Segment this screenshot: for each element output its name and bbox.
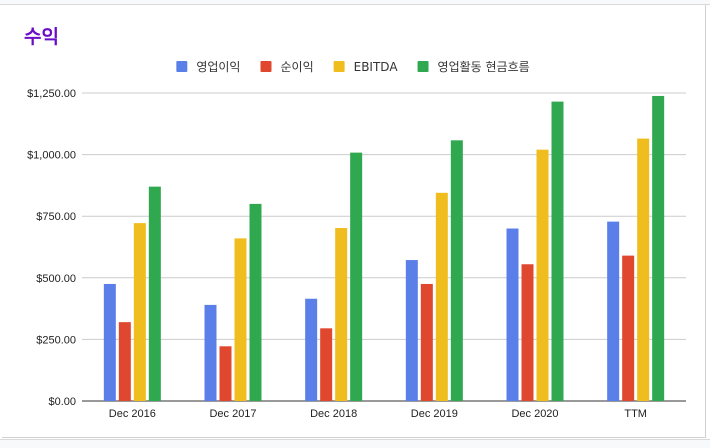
- gridlines: [82, 92, 686, 402]
- bar-2-2[interactable]: [219, 346, 232, 401]
- x-tick-label: TTM: [624, 408, 647, 420]
- bar-4-2[interactable]: [249, 203, 262, 401]
- bar-1-5[interactable]: [506, 228, 519, 401]
- legend-swatch: [260, 61, 272, 72]
- bar-1-3[interactable]: [305, 298, 318, 401]
- bars: [103, 95, 665, 402]
- bar-3-4[interactable]: [435, 192, 448, 401]
- x-tick-label: Dec 2017: [209, 408, 256, 420]
- x-tick-label: Dec 2019: [411, 408, 458, 420]
- y-tick-label: $0.00: [48, 396, 76, 408]
- bar-3-3[interactable]: [335, 228, 348, 401]
- x-tick-label: Dec 2020: [511, 408, 558, 420]
- y-tick-label: $250.00: [36, 334, 76, 346]
- y-tick-label: $1,250.00: [27, 88, 76, 100]
- bar-3-5[interactable]: [536, 149, 549, 401]
- sheet-grid-top: [0, 0, 710, 5]
- bar-3-2[interactable]: [234, 238, 247, 401]
- legend-label: 순이익: [280, 60, 313, 74]
- bar-2-6[interactable]: [622, 255, 635, 401]
- legend: 영업이익 순이익 EBITDA 영업활동 현금흐름: [176, 60, 530, 74]
- bar-1-6[interactable]: [607, 221, 620, 401]
- chart-title: 수익: [24, 26, 59, 48]
- legend-swatch: [333, 61, 345, 72]
- sheet-grid-bottom: [0, 439, 710, 448]
- bar-1-4[interactable]: [405, 260, 418, 401]
- bar-4-5[interactable]: [551, 101, 564, 402]
- bar-2-5[interactable]: [521, 264, 534, 401]
- bar-4-3[interactable]: [350, 152, 363, 401]
- legend-label: 영업활동 현금흐름: [438, 60, 530, 74]
- bar-4-1[interactable]: [148, 186, 161, 401]
- bar-3-6[interactable]: [637, 138, 650, 402]
- bar-4-6[interactable]: [652, 95, 665, 402]
- bar-4-4[interactable]: [450, 140, 463, 401]
- y-tick-label: $750.00: [36, 211, 76, 223]
- x-tick-label: Dec 2016: [109, 408, 156, 420]
- y-tick-label: $500.00: [36, 273, 76, 285]
- bar-1-1[interactable]: [103, 283, 116, 401]
- legend-label: 영업이익: [196, 60, 240, 74]
- y-tick-label: $1,000.00: [27, 150, 76, 162]
- legend-swatch: [176, 61, 188, 72]
- y-axis-ticks: $0.00 $250.00 $500.00 $750.00 $1,000.00 $1,25…: [27, 88, 76, 408]
- legend-swatch: [417, 61, 429, 72]
- bar-2-1[interactable]: [118, 322, 131, 401]
- bar-2-3[interactable]: [320, 328, 333, 401]
- x-axis-ticks: Dec 2016 Dec 2017 Dec 2018 Dec 2019 Dec 2020…: [109, 408, 647, 420]
- legend-label: EBITDA: [354, 60, 399, 74]
- bar-3-1[interactable]: [133, 223, 146, 401]
- bar-1-2[interactable]: [204, 304, 217, 401]
- x-tick-label: Dec 2018: [310, 408, 357, 420]
- bar-2-4[interactable]: [420, 283, 433, 401]
